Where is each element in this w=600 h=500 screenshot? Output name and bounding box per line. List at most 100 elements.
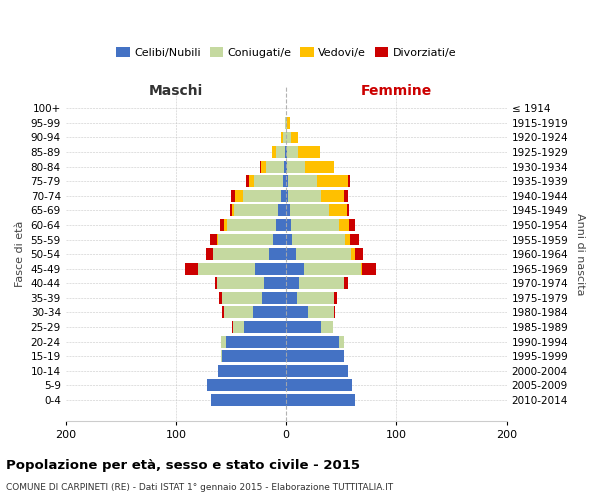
Bar <box>185 262 198 274</box>
Bar <box>211 394 286 406</box>
Bar <box>256 262 286 274</box>
Bar <box>289 175 317 187</box>
Bar <box>266 160 284 172</box>
Bar <box>286 394 355 406</box>
Bar <box>299 278 344 289</box>
Bar <box>232 204 235 216</box>
Bar <box>296 248 351 260</box>
Bar <box>230 204 232 216</box>
Bar <box>286 204 290 216</box>
Bar <box>272 146 276 158</box>
Bar <box>286 117 287 129</box>
Bar <box>289 190 322 202</box>
Bar <box>304 262 361 274</box>
Bar <box>276 146 285 158</box>
Bar <box>221 336 226 347</box>
Bar <box>308 306 334 318</box>
Y-axis label: Fasce di età: Fasce di età <box>15 221 25 288</box>
Bar <box>286 336 339 347</box>
Bar <box>339 219 349 231</box>
Bar <box>286 380 352 391</box>
Bar <box>224 306 253 318</box>
Bar <box>350 234 359 245</box>
Bar <box>286 321 322 333</box>
Bar <box>254 175 283 187</box>
Bar <box>273 234 286 245</box>
Bar <box>286 219 290 231</box>
Bar <box>283 132 286 143</box>
Bar <box>290 132 298 143</box>
Text: Maschi: Maschi <box>149 84 203 98</box>
Bar <box>286 248 296 260</box>
Bar <box>217 234 218 245</box>
Text: COMUNE DI CARPINETI (RE) - Dati ISTAT 1° gennaio 2015 - Elaborazione TUTTITALIA.: COMUNE DI CARPINETI (RE) - Dati ISTAT 1°… <box>6 484 393 492</box>
Bar <box>334 306 335 318</box>
Text: Popolazione per età, sesso e stato civile - 2015: Popolazione per età, sesso e stato civil… <box>6 460 360 472</box>
Bar <box>207 380 286 391</box>
Bar <box>334 292 337 304</box>
Bar <box>286 234 292 245</box>
Bar <box>217 278 264 289</box>
Bar <box>344 234 350 245</box>
Bar <box>222 306 224 318</box>
Text: Femmine: Femmine <box>361 84 432 98</box>
Bar <box>305 160 334 172</box>
Bar <box>283 175 286 187</box>
Bar <box>260 160 261 172</box>
Bar <box>329 204 347 216</box>
Bar <box>344 278 348 289</box>
Bar <box>287 160 305 172</box>
Bar <box>339 336 344 347</box>
Bar <box>286 262 304 274</box>
Bar <box>235 204 278 216</box>
Bar <box>222 292 262 304</box>
Bar <box>349 219 355 231</box>
Bar <box>284 160 286 172</box>
Bar <box>233 321 244 333</box>
Bar <box>290 219 339 231</box>
Bar <box>286 132 290 143</box>
Bar <box>231 190 235 202</box>
Bar <box>215 278 217 289</box>
Bar <box>264 278 286 289</box>
Bar <box>287 146 298 158</box>
Bar <box>290 204 329 216</box>
Bar <box>243 190 281 202</box>
Bar <box>348 175 350 187</box>
Bar <box>317 175 348 187</box>
Bar <box>322 321 332 333</box>
Bar <box>227 219 276 231</box>
Bar <box>287 117 290 129</box>
Bar <box>262 292 286 304</box>
Bar <box>286 306 308 318</box>
Bar <box>221 350 222 362</box>
Bar <box>344 190 348 202</box>
Bar <box>244 321 286 333</box>
Bar <box>276 219 286 231</box>
Bar <box>224 219 227 231</box>
Bar <box>322 190 344 202</box>
Bar <box>297 292 334 304</box>
Bar <box>222 350 286 362</box>
Bar <box>214 248 269 260</box>
Bar <box>285 146 286 158</box>
Bar <box>286 175 289 187</box>
Bar <box>220 219 224 231</box>
Bar <box>285 117 286 129</box>
Bar <box>292 234 344 245</box>
Bar <box>286 146 287 158</box>
Legend: Celibi/Nubili, Coniugati/e, Vedovi/e, Divorziati/e: Celibi/Nubili, Coniugati/e, Vedovi/e, Di… <box>112 42 461 62</box>
Bar <box>232 321 233 333</box>
Bar <box>347 204 349 216</box>
Bar <box>286 364 348 376</box>
Bar <box>210 234 217 245</box>
Bar <box>361 262 362 274</box>
Bar <box>218 364 286 376</box>
Bar <box>286 292 297 304</box>
Bar <box>253 306 286 318</box>
Bar <box>261 160 266 172</box>
Bar <box>286 350 344 362</box>
Bar <box>362 262 376 274</box>
Bar <box>206 248 214 260</box>
Bar <box>247 175 249 187</box>
